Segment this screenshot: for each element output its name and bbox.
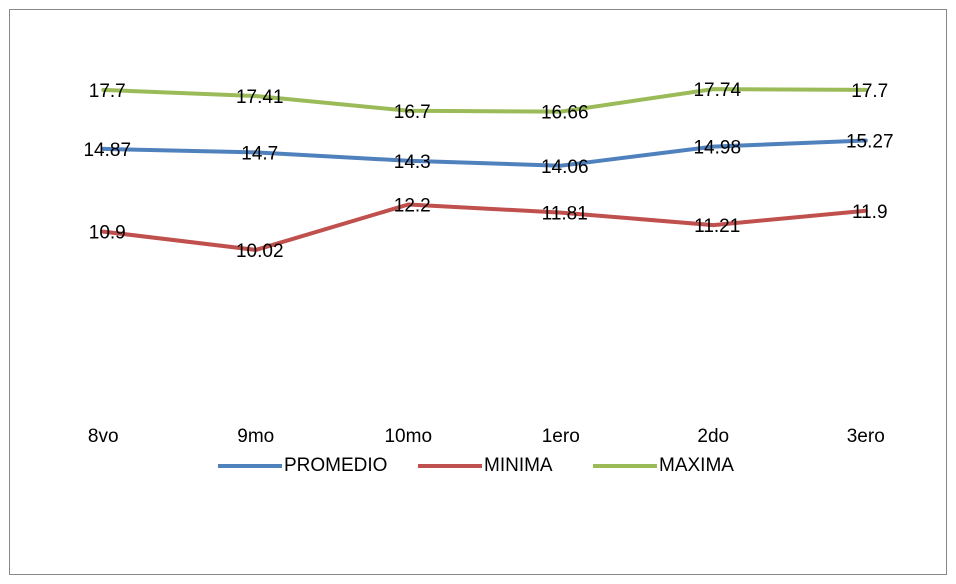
x-tick-label: 2do (697, 426, 729, 447)
x-tick-label: 9mo (237, 426, 274, 447)
data-label: 11.9 (852, 202, 888, 223)
data-label: 16.7 (394, 102, 431, 123)
data-label: 12.2 (394, 196, 431, 217)
data-label: 17.7 (851, 81, 888, 102)
data-label: 14.87 (83, 140, 131, 161)
series-line (101, 87, 868, 114)
data-label: 10.02 (236, 241, 284, 262)
x-tick-label: 8vo (88, 426, 119, 447)
legend-label: MAXIMA (659, 455, 734, 476)
data-label: 17.7 (89, 81, 126, 102)
series-line (101, 202, 868, 252)
data-label: 14.98 (693, 138, 741, 159)
data-label: 15.27 (846, 132, 894, 153)
data-label: 17.41 (236, 87, 284, 108)
chart-border (9, 9, 947, 575)
data-label: 14.3 (394, 152, 431, 173)
x-tick-label: 10mo (384, 426, 432, 447)
data-label: 11.21 (694, 216, 740, 237)
data-label: 17.74 (693, 80, 741, 101)
data-label: 16.66 (541, 103, 589, 124)
legend-label: MINIMA (484, 455, 553, 476)
x-tick-label: 1ero (542, 426, 580, 447)
legend-label: PROMEDIO (284, 455, 387, 476)
series-line (101, 138, 868, 168)
data-label: 10.9 (89, 223, 126, 244)
x-tick-label: 3ero (847, 426, 885, 447)
data-label: 11.81 (542, 204, 588, 225)
data-label: 14.06 (541, 157, 589, 178)
data-label: 14.7 (241, 143, 278, 164)
